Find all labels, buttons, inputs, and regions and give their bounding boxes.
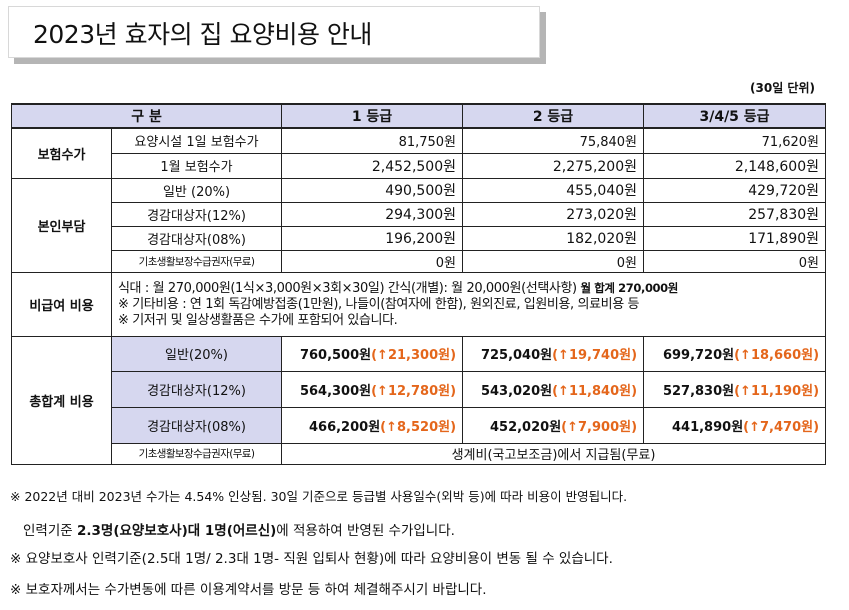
increase-amount: (↑11,190원) xyxy=(734,383,820,399)
table-row: 경감대상자(08%) 196,200원 182,020원 171,890원 xyxy=(12,225,827,251)
value-cell: 273,020원 xyxy=(462,201,645,227)
title-box: 2023년 효자의 집 요양비용 안내 xyxy=(8,6,540,58)
total-cell: 699,720원(↑18,660원) xyxy=(643,335,827,372)
total-cell: 527,830원(↑11,190원) xyxy=(643,370,827,408)
note-3: ※ 요양보호사 인력기준(2.5대 1명/ 2.3대 1명- 직원 입퇴사 현황… xyxy=(10,551,613,567)
value-cell: 196,200원 xyxy=(281,225,464,251)
row-sub-label: 기초생활보장수급권자(무료) xyxy=(110,249,283,273)
total-cell: 466,200원(↑8,520원) xyxy=(281,406,464,444)
value-cell: 257,830원 xyxy=(643,201,827,227)
free-note: 생계비(국고보조금)에서 지급됨(무료) xyxy=(281,442,827,465)
table-row: 보험수가 요양시설 1일 보험수가 81,750원 75,840원 71,620… xyxy=(11,127,827,179)
increase-amount: (↑8,520원) xyxy=(380,419,457,435)
nonbenefit-line-3: ※ 기저귀 및 일상생활품은 수가에 포함되어 있습니다. xyxy=(118,312,398,328)
total-cell: 564,300원(↑12,780원) xyxy=(281,370,464,408)
total-cell: 441,890원(↑7,470원) xyxy=(643,406,827,444)
nonbenefit-detail: 식대 : 월 270,000원(1식×3,000원×3회×30일) 간식(개별)… xyxy=(110,271,827,337)
row-sub-label: 일반(20%) xyxy=(110,335,283,372)
value-cell: 429,720원 xyxy=(643,177,827,203)
table-row: 경감대상자(08%) 466,200원(↑8,520원) 452,020원(↑7… xyxy=(12,406,827,444)
total-cell: 760,500원(↑21,300원) xyxy=(281,335,464,372)
value-cell: 0원 xyxy=(281,249,464,273)
table-row: 경감대상자(12%) 294,300원 273,020원 257,830원 xyxy=(12,201,827,227)
row-sub-label: 요양시설 1일 보험수가 xyxy=(110,127,283,154)
total-cell: 452,020원(↑7,900원) xyxy=(462,406,645,444)
increase-amount: (↑7,470원) xyxy=(743,419,820,435)
staff-ratio: 2.3명(요양보호사)대 1명(어르신) xyxy=(76,523,277,539)
header-grade-345: 3/4/5 등급 xyxy=(643,103,827,129)
header-grade-2: 2 등급 xyxy=(462,103,645,129)
table-row: 기초생활보장수급권자(무료) 0원 0원 0원 xyxy=(12,249,827,273)
increase-amount: (↑11,840원) xyxy=(552,383,638,399)
row-sub-label: 일반 (20%) xyxy=(110,177,283,203)
value-cell: 71,620원 xyxy=(643,127,827,154)
value-cell: 294,300원 xyxy=(281,201,464,227)
note-2: 인력기준 2.3명(요양보호사)대 1명(어르신)에 적용하여 반영된 수가입니… xyxy=(23,523,455,539)
table-row: 기초생활보장수급권자(무료) 생계비(국고보조금)에서 지급됨(무료) xyxy=(12,442,827,465)
value-cell: 0원 xyxy=(643,249,827,273)
value-cell: 490,500원 xyxy=(281,177,464,203)
page-title: 2023년 효자의 집 요양비용 안내 xyxy=(33,20,372,49)
header-row: 구 분 1 등급 2 등급 3/4/5 등급 xyxy=(10,103,827,129)
table-row: 본인부담 일반 (20%) 490,500원 455,040원 429,720원 xyxy=(11,177,827,273)
row-sub-label: 경감대상자(08%) xyxy=(110,406,283,444)
row-sub-label: 경감대상자(12%) xyxy=(110,201,283,227)
nonbenefit-label: 비급여 비용 xyxy=(11,271,112,337)
nonbenefit-line-1: 식대 : 월 270,000원(1식×3,000원×3회×30일) 간식(개별)… xyxy=(118,280,577,296)
fee-table: 구 분 1 등급 2 등급 3/4/5 등급 보험수가 요양시설 1일 보험수가… xyxy=(10,103,827,465)
row-sub-label: 1월 보험수가 xyxy=(110,152,283,179)
increase-amount: (↑7,900원) xyxy=(561,419,638,435)
value-cell: 171,890원 xyxy=(643,225,827,251)
note-4: ※ 보호자께서는 수가변동에 따른 이용계약서를 방문 등 하여 체결해주시기 … xyxy=(10,582,487,598)
insurance-label: 보험수가 xyxy=(11,127,112,179)
nonbenefit-monthly-total: 월 합계 270,000원 xyxy=(580,280,678,295)
nonbenefit-line-2: ※ 기타비용 : 연 1회 독감예방접종(1만원), 나들이(참여자에 한함),… xyxy=(118,296,640,312)
copay-label: 본인부담 xyxy=(11,177,112,273)
header-category: 구 분 xyxy=(10,103,283,129)
increase-amount: (↑12,780원) xyxy=(371,383,457,399)
value-cell: 2,275,200원 xyxy=(462,152,645,179)
value-cell: 182,020원 xyxy=(462,225,645,251)
increase-amount: (↑19,740원) xyxy=(552,348,638,363)
header-grade-1: 1 등급 xyxy=(281,103,464,129)
total-cell: 543,020원(↑11,840원) xyxy=(462,370,645,408)
total-cell: 725,040원(↑19,740원) xyxy=(462,335,645,372)
value-cell: 455,040원 xyxy=(462,177,645,203)
table-row: 총합계 비용 일반(20%) 760,500원(↑21,300원) 725,04… xyxy=(11,335,827,465)
value-cell: 75,840원 xyxy=(462,127,645,154)
row-sub-label: 경감대상자(08%) xyxy=(110,225,283,251)
value-cell: 81,750원 xyxy=(281,127,464,154)
increase-amount: (↑18,660원) xyxy=(734,348,820,363)
table-row: 1월 보험수가 2,452,500원 2,275,200원 2,148,600원 xyxy=(12,152,827,179)
row-sub-label: 기초생활보장수급권자(무료) xyxy=(110,442,283,465)
table-row: 비급여 비용 식대 : 월 270,000원(1식×3,000원×3회×30일)… xyxy=(11,271,827,337)
unit-label: (30일 단위) xyxy=(750,81,815,95)
note-1: ※ 2022년 대비 2023년 수가는 4.54% 인상됨. 30일 기준으로… xyxy=(10,489,628,504)
value-cell: 0원 xyxy=(462,249,645,273)
value-cell: 2,452,500원 xyxy=(281,152,464,179)
total-label: 총합계 비용 xyxy=(11,335,112,465)
value-cell: 2,148,600원 xyxy=(643,152,827,179)
row-sub-label: 경감대상자(12%) xyxy=(110,370,283,408)
table-row: 경감대상자(12%) 564,300원(↑12,780원) 543,020원(↑… xyxy=(12,370,827,408)
increase-amount: (↑21,300원) xyxy=(371,348,457,363)
